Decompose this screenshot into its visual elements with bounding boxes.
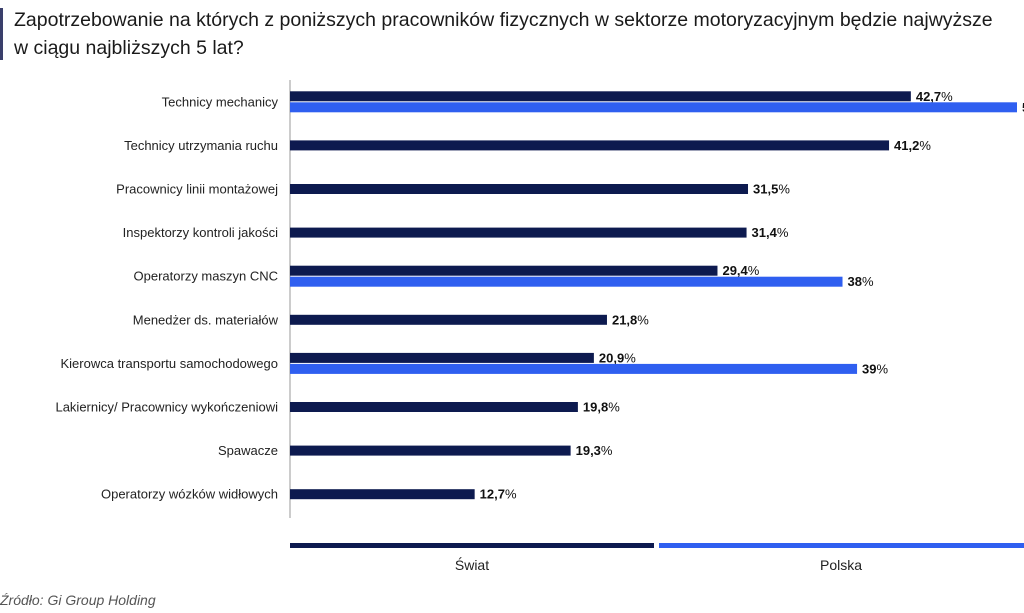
polska-bar [290,363,858,374]
legend-label-polska: Polska [820,557,862,573]
category-label: Operatorzy maszyn CNC [134,269,278,284]
chart-title: Zapotrzebowanie na których z poniższych … [14,9,993,59]
swiat-bar [290,184,749,194]
swiat-value-label: 21,8% [612,312,649,327]
swiat-bar [290,314,607,325]
swiat-value-label: 19,8% [583,400,620,415]
legend-label-swiat: Świat [455,556,489,573]
swiat-value-label: 41,2% [894,138,931,153]
swiat-bar [290,91,911,102]
category-label: Operatorzy wózków widłowych [101,487,278,502]
category-label: Technicy utrzymania ruchu [124,138,278,153]
swiat-value-label: 20,9% [599,350,636,365]
swiat-value-label: 12,7% [480,487,517,502]
legend-swatch-polska [659,543,1024,548]
swiat-value-label: 19,3% [576,443,613,458]
category-label: Lakiernicy/ Pracownicy wykończeniowi [55,400,278,415]
swiat-value-label: 29,4% [722,263,759,278]
polska-value-label: 39% [862,361,888,376]
source-note: Źródło: Gi Group Holding [0,592,156,608]
swiat-bar [290,227,747,238]
swiat-value-label: 31,4% [752,225,789,240]
swiat-bar [290,265,718,276]
swiat-bar [290,140,890,151]
swiat-value-label: 31,5% [753,182,790,197]
category-label: Kierowca transportu samochodowego [60,356,278,371]
swiat-bar [290,352,594,363]
polska-value-label: 50% [1022,100,1024,115]
swiat-bar [290,489,475,500]
polska-bar [290,102,1017,113]
category-label: Menedżer ds. materiałów [133,312,279,327]
polska-value-label: 38% [848,274,874,289]
category-label: Spawacze [218,443,278,458]
category-label: Inspektorzy kontroli jakości [123,225,278,240]
swiat-bar [290,402,578,412]
swiat-value-label: 42,7% [916,89,953,104]
category-label: Technicy mechanicy [162,94,279,109]
legend-swatch-swiat [290,543,654,548]
title-accent-bar [0,8,3,60]
category-label: Pracownicy linii montażowej [116,182,278,197]
polska-bar [290,276,843,287]
swiat-bar [290,445,571,456]
